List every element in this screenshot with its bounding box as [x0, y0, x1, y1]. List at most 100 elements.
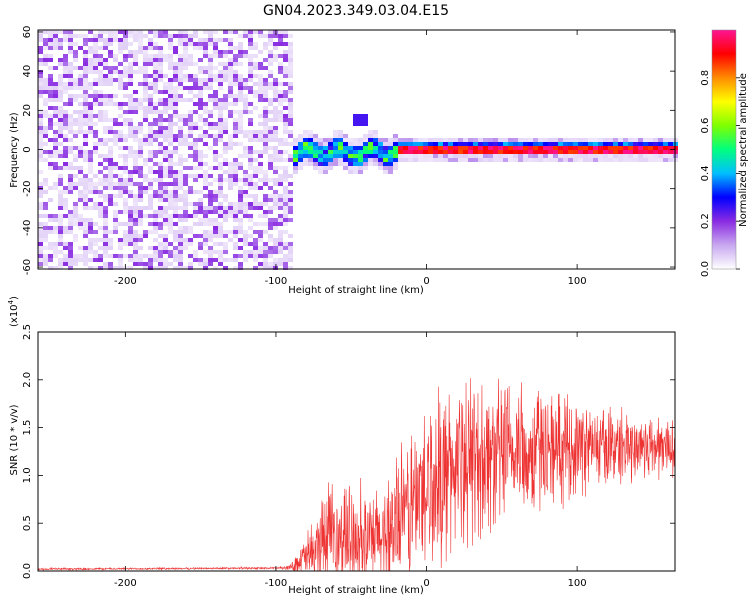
spectrogram-cell — [53, 166, 58, 170]
spectrogram-cell — [68, 66, 73, 70]
spectrogram-cell — [43, 38, 48, 42]
spectrogram-cell — [38, 150, 43, 154]
spectrogram-cell — [238, 126, 243, 130]
spectrogram-cell — [178, 242, 183, 246]
spectrogram-cell — [513, 150, 518, 154]
spectrogram-cell — [233, 258, 238, 262]
spectrogram-cell — [138, 34, 143, 38]
spectrogram-cell — [373, 142, 378, 146]
spectrogram-cell — [448, 158, 453, 162]
spectrogram-cell — [273, 34, 278, 38]
spectrogram-cell — [268, 158, 273, 162]
spectrogram-cell — [233, 142, 238, 146]
spectrogram-cell — [88, 158, 93, 162]
spectrogram-cell — [603, 146, 608, 150]
spectrogram-cell — [243, 50, 248, 54]
spectrogram-cell — [648, 142, 653, 146]
spectrogram-cell — [38, 110, 43, 114]
x-tick-label: -200 — [114, 276, 137, 287]
spectrogram-cell — [248, 42, 253, 46]
spectrogram-cell — [138, 218, 143, 222]
spectrogram-cell — [128, 226, 133, 230]
spectrogram-cell — [198, 118, 203, 122]
spectrogram-cell — [48, 166, 53, 170]
spectrogram-cell — [153, 74, 158, 78]
spectrogram-cell — [218, 74, 223, 78]
spectrogram-cell — [533, 138, 538, 142]
spectrogram-cell — [173, 182, 178, 186]
spectrogram-cell — [43, 30, 48, 34]
spectrogram-cell — [38, 158, 43, 162]
spectrogram-cell — [173, 102, 178, 106]
spectrogram-cell — [63, 114, 68, 118]
spectrogram-cell — [173, 238, 178, 242]
spectrogram-cell — [48, 122, 53, 126]
spectrogram-cell — [143, 82, 148, 86]
spectrogram-cell — [158, 98, 163, 102]
spectrogram-cell — [328, 142, 333, 146]
spectrogram-cell — [103, 114, 108, 118]
spectrogram-cell — [373, 130, 378, 134]
spectrogram-cell — [243, 98, 248, 102]
spectrogram-cell — [358, 138, 363, 142]
spectrogram-cell — [253, 54, 258, 58]
spectrogram-cell — [643, 146, 648, 150]
spectrogram-cell — [393, 146, 398, 150]
spectrogram-cell — [388, 162, 393, 166]
spectrogram-cell — [578, 150, 583, 154]
spectrogram-cell — [638, 154, 643, 158]
spectrogram-cell — [63, 258, 68, 262]
spectrogram-cell — [198, 38, 203, 42]
spectrogram-cell — [283, 194, 288, 198]
spectrogram-cell — [158, 262, 163, 266]
spectrogram-cell — [98, 70, 103, 74]
spectrogram-cell — [38, 142, 43, 146]
spectrogram-cell — [48, 74, 53, 78]
spectrogram-cell — [248, 174, 253, 178]
spectrogram-cell — [113, 218, 118, 222]
spectrogram-cell — [68, 242, 73, 246]
spectrogram-cell — [133, 30, 138, 34]
spectrogram-cell — [303, 146, 308, 150]
spectrogram-cell — [98, 62, 103, 66]
spectrogram-cell — [283, 74, 288, 78]
spectrogram-cell — [288, 54, 293, 58]
spectrogram-cell — [83, 150, 88, 154]
spectrogram-cell — [208, 250, 213, 254]
spectrogram-cell — [208, 194, 213, 198]
spectrogram-cell — [218, 110, 223, 114]
spectrogram-cell — [268, 30, 273, 34]
spectrogram-cell — [53, 82, 58, 86]
spectrogram-cell — [353, 154, 358, 158]
spectrogram-cell — [163, 74, 168, 78]
spectrogram-cell — [578, 154, 583, 158]
spectrogram-cell — [213, 206, 218, 210]
spectrogram-cell — [198, 258, 203, 262]
spectrogram-cell — [548, 158, 553, 162]
spectrogram-cell — [253, 138, 258, 142]
spectrogram-cell — [198, 202, 203, 206]
spectrogram-cell — [288, 98, 293, 102]
spectrogram-cell — [458, 142, 463, 146]
spectrogram-cell — [118, 74, 123, 78]
spectrogram-cell — [173, 258, 178, 262]
spectrogram-cell — [223, 106, 228, 110]
spectrogram-cell — [183, 158, 188, 162]
spectrogram-cell — [543, 146, 548, 150]
spectrogram-cell — [198, 222, 203, 226]
spectrogram-cell — [208, 206, 213, 210]
spectrogram-cell — [68, 222, 73, 226]
spectrogram-cell — [93, 150, 98, 154]
spectrogram-cell — [243, 170, 248, 174]
spectrogram-cell — [273, 226, 278, 230]
spectrogram-cell — [133, 166, 138, 170]
spectrogram-cell — [253, 82, 258, 86]
spectrogram-cell — [308, 158, 313, 162]
spectrogram-cell — [223, 218, 228, 222]
spectrogram-cell — [193, 94, 198, 98]
spectrogram-cell — [58, 198, 63, 202]
spectrogram-cell — [228, 110, 233, 114]
spectrogram-cell — [203, 194, 208, 198]
spectrogram-cell — [68, 230, 73, 234]
spectrogram-cell — [223, 98, 228, 102]
